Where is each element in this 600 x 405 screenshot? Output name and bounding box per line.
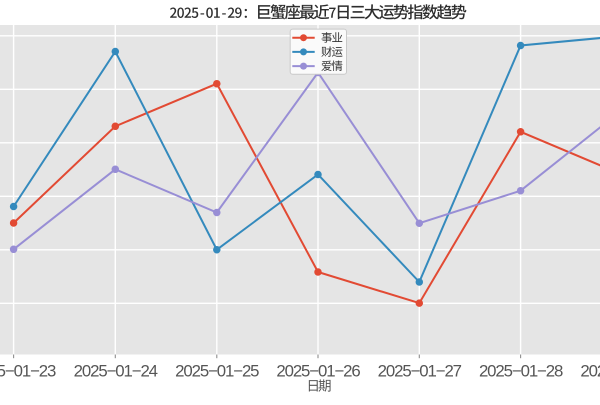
svg-text:2025−01−24: 2025−01−24 xyxy=(74,362,158,381)
svg-text:2025−01−28: 2025−01−28 xyxy=(479,362,563,381)
svg-text:2025−01−26: 2025−01−26 xyxy=(276,362,360,381)
svg-text:2025−01−25: 2025−01−25 xyxy=(175,362,259,381)
svg-text:2025−01−27: 2025−01−27 xyxy=(378,362,462,381)
svg-text:2025−01−29: 2025−01−29 xyxy=(580,362,600,381)
svg-text:2025−01−23: 2025−01−23 xyxy=(0,362,56,381)
